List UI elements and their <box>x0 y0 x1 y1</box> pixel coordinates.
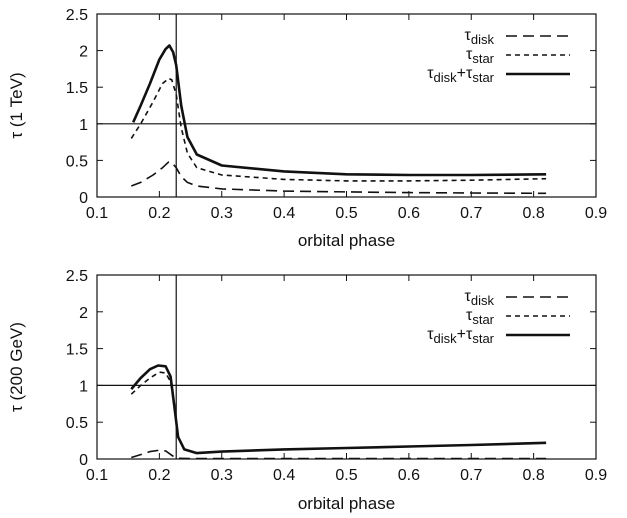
legend-label: τdisk+τstar <box>427 326 494 346</box>
series-line-long-dash <box>131 161 547 195</box>
x-tick-label: 0.5 <box>335 467 357 484</box>
x-tick-label: 0.8 <box>523 205 545 222</box>
x-tick-label: 0.2 <box>148 205 170 222</box>
y-tick-label: 0.5 <box>66 153 88 170</box>
y-tick-label: 2.5 <box>66 7 88 24</box>
y-tick-label: 1 <box>79 378 88 395</box>
y-tick-label: 0 <box>79 190 88 207</box>
x-tick-label: 0.9 <box>585 205 607 222</box>
x-tick-label: 0.1 <box>86 205 108 222</box>
y-axis-label: τ (200 GeV) <box>7 322 26 412</box>
legend-label: τdisk <box>465 27 495 47</box>
x-tick-label: 0.4 <box>273 205 295 222</box>
legend-label: τstar <box>466 307 495 327</box>
x-tick-label: 0.8 <box>523 467 545 484</box>
legend-label: τstar <box>466 46 495 66</box>
y-tick-label: 1.5 <box>66 80 88 97</box>
series-line-solid <box>132 44 547 177</box>
panel-bottom: 0.1 0.2 0.3 0.4 0.5 0.6 0.7 0.8 0.9 0 0.5 1 1.5 2 2.5 o… <box>7 268 607 513</box>
x-tick-label: 0.7 <box>460 205 482 222</box>
legend-label: τdisk+τstar <box>427 65 494 85</box>
series-line-short-dash <box>130 77 547 182</box>
y-tick-label: 0.5 <box>66 415 88 432</box>
x-axis-label: orbital phase <box>298 231 395 250</box>
x-tick-label: 0.4 <box>273 467 295 484</box>
plot-frame <box>96 13 597 198</box>
x-tick-label: 0.3 <box>211 467 233 484</box>
y-tick-label: 2 <box>79 44 88 61</box>
series-line-long-dash <box>131 449 547 460</box>
series-line-solid <box>130 364 547 455</box>
plot-frame <box>96 274 597 460</box>
y-tick-label: 2 <box>79 305 88 322</box>
x-tick-label: 0.2 <box>148 467 170 484</box>
x-tick-label: 0.7 <box>460 467 482 484</box>
x-tick-label: 0.1 <box>86 467 108 484</box>
panel-top: 0.1 0.2 0.3 0.4 0.5 0.6 0.7 0.8 0.9 0 0.5 1 1.5 2 2.5 o… <box>7 7 607 250</box>
x-tick-label: 0.3 <box>211 205 233 222</box>
legend-label: τdisk <box>465 288 495 308</box>
x-tick-label: 0.6 <box>398 205 420 222</box>
y-tick-label: 2.5 <box>66 268 88 285</box>
x-axis-label: orbital phase <box>298 494 395 513</box>
x-tick-label: 0.5 <box>335 205 357 222</box>
y-tick-label: 1.5 <box>66 342 88 359</box>
y-tick-label: 1 <box>79 117 88 134</box>
y-axis-label: τ (1 TeV) <box>7 72 26 138</box>
x-tick-label: 0.6 <box>398 467 420 484</box>
series-line-short-dash <box>130 371 547 454</box>
y-tick-label: 0 <box>79 452 88 469</box>
x-tick-label: 0.9 <box>585 467 607 484</box>
